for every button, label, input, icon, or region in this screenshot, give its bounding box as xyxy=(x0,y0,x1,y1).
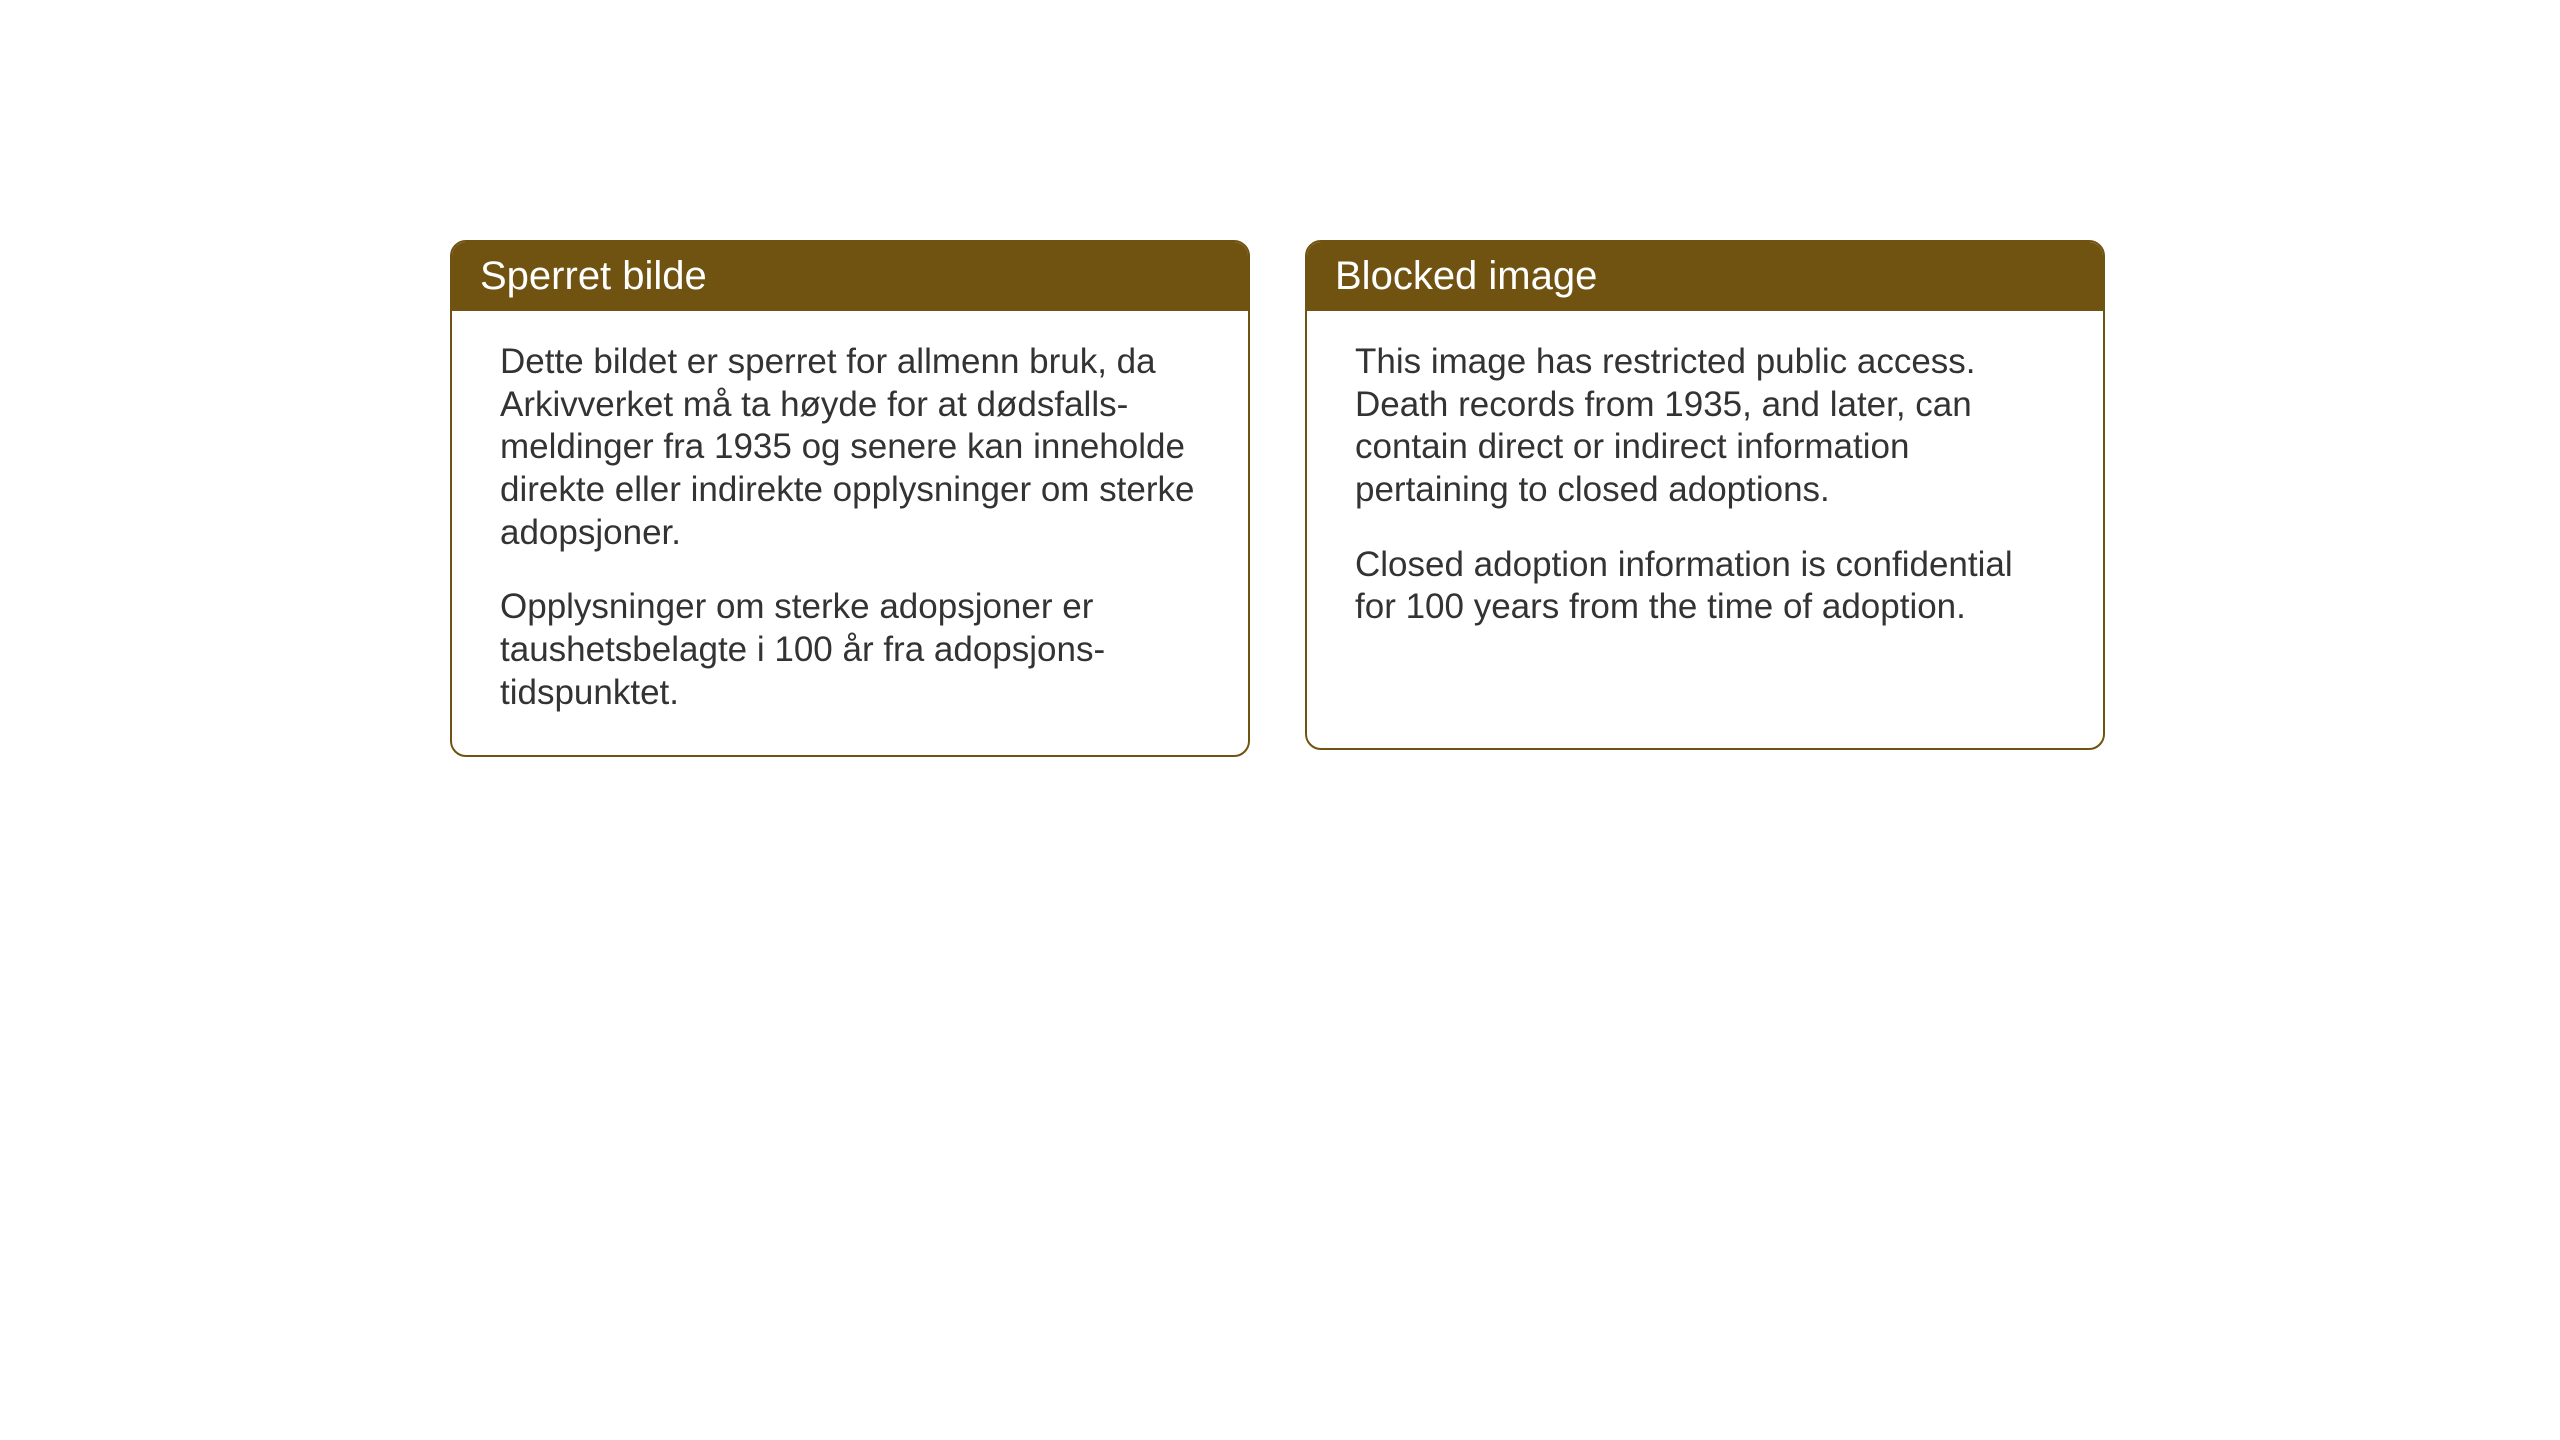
norwegian-card: Sperret bilde Dette bildet er sperret fo… xyxy=(450,240,1250,757)
english-card-body: This image has restricted public access.… xyxy=(1307,311,2103,669)
norwegian-paragraph-1: Dette bildet er sperret for allmenn bruk… xyxy=(500,341,1200,554)
cards-container: Sperret bilde Dette bildet er sperret fo… xyxy=(450,240,2105,757)
norwegian-card-body: Dette bildet er sperret for allmenn bruk… xyxy=(452,311,1248,755)
english-card-header: Blocked image xyxy=(1307,242,2103,311)
english-card-title: Blocked image xyxy=(1335,254,1597,298)
english-card: Blocked image This image has restricted … xyxy=(1305,240,2105,750)
norwegian-card-title: Sperret bilde xyxy=(480,254,707,298)
english-paragraph-2: Closed adoption information is confident… xyxy=(1355,544,2055,629)
norwegian-paragraph-2: Opplysninger om sterke adopsjoner er tau… xyxy=(500,586,1200,714)
english-paragraph-1: This image has restricted public access.… xyxy=(1355,341,2055,512)
norwegian-card-header: Sperret bilde xyxy=(452,242,1248,311)
